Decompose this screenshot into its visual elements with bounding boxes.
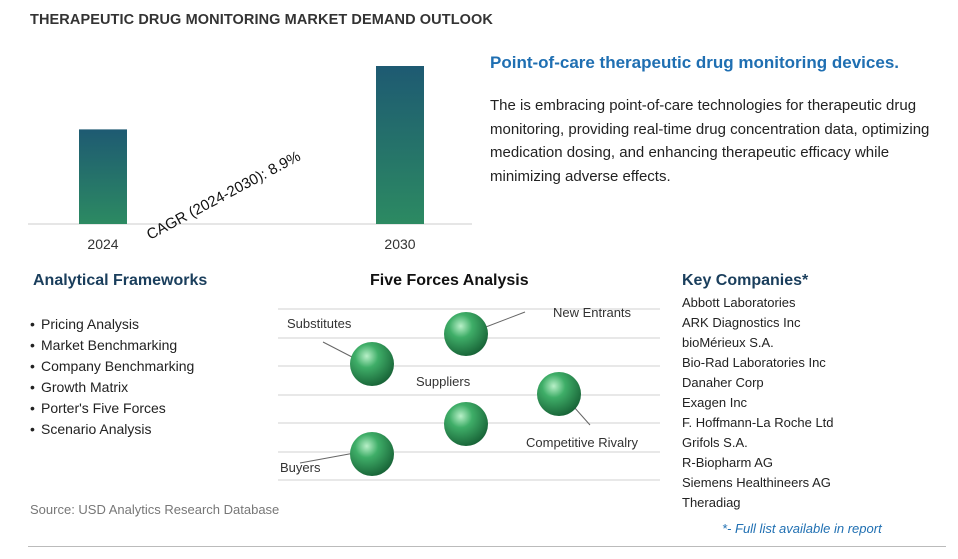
list-item: Exagen Inc — [682, 395, 748, 410]
bar-2030 — [376, 66, 424, 224]
list-item: Scenario Analysis — [30, 419, 194, 440]
bar-chart: 2024 2030 CAGR (2024-2030): 8.9% — [28, 66, 472, 252]
substitutes-sphere — [350, 342, 394, 386]
force-label-competitive-rivalry: Competitive Rivalry — [526, 435, 638, 450]
connector-lines — [299, 311, 591, 464]
list-item: R-Biopharm AG — [682, 455, 774, 470]
force-label-substitutes: Substitutes — [287, 316, 352, 331]
list-item: Siemens Healthineers AG — [682, 475, 831, 490]
competitive-rivalry-sphere — [537, 372, 581, 416]
suppliers-sphere — [444, 402, 488, 446]
x-tick-label: 2024 — [87, 236, 118, 252]
list-item: Theradiag — [682, 495, 741, 510]
key-companies-title: Key Companies* — [682, 272, 809, 289]
divider — [28, 546, 946, 547]
list-item: ARK Diagnostics Inc — [682, 315, 801, 330]
list-item: Porter's Five Forces — [30, 398, 194, 419]
page-title: THERAPEUTIC DRUG MONITORING MARKET DEMAN… — [30, 12, 493, 28]
x-tick-label: 2030 — [384, 236, 415, 252]
list-item: Pricing Analysis — [30, 314, 194, 335]
list-item: Bio-Rad Laboratories Inc — [682, 355, 826, 370]
list-item: Grifols S.A. — [682, 435, 748, 450]
five-forces-title: Five Forces Analysis — [370, 272, 529, 289]
list-item: Abbott Laboratories — [682, 295, 796, 310]
highlight-body: The is embracing point-of-care technolog… — [490, 97, 930, 185]
force-label-buyers: Buyers — [280, 460, 321, 475]
buyers-sphere — [350, 432, 394, 476]
key-companies-list: Abbott Laboratories ARK Diagnostics Inc … — [682, 294, 834, 514]
full-list-note: *- Full list available in report — [722, 521, 882, 536]
highlight-title: Point-of-care therapeutic drug monitorin… — [490, 53, 899, 72]
list-item: Growth Matrix — [30, 377, 194, 398]
list-item: bioMérieux S.A. — [682, 335, 774, 350]
force-label-new-entrants: New Entrants — [553, 305, 632, 320]
list-item: Company Benchmarking — [30, 356, 194, 377]
cagr-annotation: CAGR (2024-2030): 8.9% — [144, 148, 304, 244]
frameworks-title: Analytical Frameworks — [33, 272, 208, 289]
list-item: F. Hoffmann-La Roche Ltd — [682, 415, 834, 430]
frameworks-list: Pricing Analysis Market Benchmarking Com… — [30, 314, 194, 440]
new-entrants-sphere — [444, 312, 488, 356]
list-item: Market Benchmarking — [30, 335, 194, 356]
list-item: Danaher Corp — [682, 375, 764, 390]
source-note: Source: USD Analytics Research Database — [30, 502, 280, 517]
grid-lines — [278, 308, 660, 481]
bar-2024 — [79, 129, 127, 224]
force-label-suppliers: Suppliers — [416, 374, 471, 389]
